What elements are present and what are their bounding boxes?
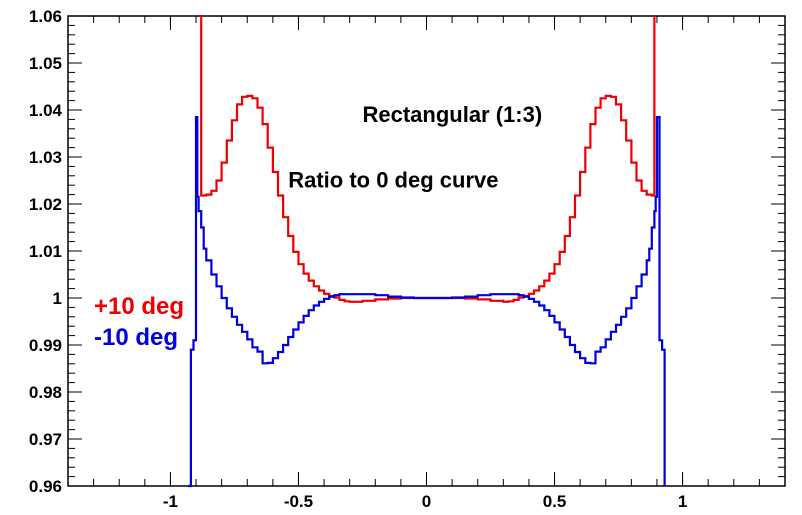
plot-frame <box>67 15 786 487</box>
series-layer <box>188 14 666 488</box>
chart-annotation: Ratio to 0 deg curve <box>288 168 498 193</box>
y-tick-label: 0.97 <box>29 430 62 449</box>
series-line-minus-10-deg <box>188 116 666 488</box>
axis-tick-labels: -1 -0.5 0 0.5 1 0.96 0.97 0.98 0.99 1 1.01 1.02 1.03… <box>29 7 687 511</box>
axis-ticks <box>67 15 786 487</box>
y-tick-label: 1.01 <box>29 242 62 261</box>
annotations: Rectangular (1:3) Ratio to 0 deg curve <box>288 102 542 193</box>
x-tick-label: -0.5 <box>284 492 313 511</box>
x-tick-label: 0 <box>422 492 431 511</box>
y-tick-label: 0.96 <box>29 477 62 496</box>
y-tick-label: 0.98 <box>29 383 62 402</box>
legend-entry: +10 deg <box>94 293 184 320</box>
y-tick-label: 1.05 <box>29 54 62 73</box>
x-tick-label: 0.5 <box>543 492 567 511</box>
x-tick-label: 1 <box>678 492 687 511</box>
legend: +10 deg -10 deg <box>94 293 184 351</box>
y-tick-label: 1.06 <box>29 7 62 26</box>
y-tick-label: 0.99 <box>29 336 62 355</box>
x-tick-label: -1 <box>163 492 178 511</box>
legend-entry: -10 deg <box>94 324 178 351</box>
y-tick-label: 1.04 <box>29 101 63 120</box>
y-tick-label: 1.02 <box>29 195 62 214</box>
y-tick-label: 1 <box>53 289 62 308</box>
series-line-plus-10-deg <box>198 14 656 303</box>
chart-annotation: Rectangular (1:3) <box>362 102 542 127</box>
y-tick-label: 1.03 <box>29 148 62 167</box>
